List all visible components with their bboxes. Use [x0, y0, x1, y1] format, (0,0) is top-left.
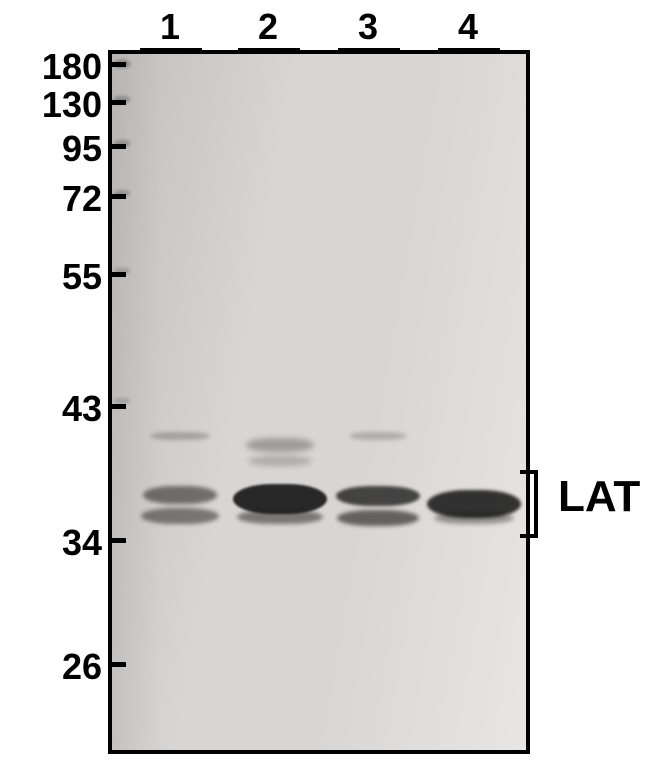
mw-tick	[108, 100, 126, 105]
lane-label-4: 4	[448, 6, 488, 48]
protein-bracket-bottom	[520, 534, 538, 538]
band-faint	[349, 432, 407, 440]
mw-tick	[108, 404, 126, 409]
band-faint	[248, 456, 312, 466]
band-main	[336, 486, 420, 506]
mw-label-26: 26	[62, 646, 102, 688]
band-faint	[150, 432, 210, 440]
lane-underline	[338, 48, 400, 51]
mw-tick	[108, 272, 126, 277]
mw-label-43: 43	[62, 388, 102, 430]
mw-tick	[108, 538, 126, 543]
mw-label-72: 72	[62, 178, 102, 220]
mw-tick	[108, 662, 126, 667]
lane-label-3: 3	[348, 6, 388, 48]
blot-membrane	[108, 50, 530, 754]
band-main	[434, 512, 514, 524]
protein-label: LAT	[558, 472, 640, 522]
mw-label-95: 95	[62, 128, 102, 170]
lane-underline	[238, 48, 300, 51]
lane-underline	[140, 48, 202, 51]
mw-tick	[108, 144, 126, 149]
protein-bracket-top	[520, 470, 538, 474]
lane-label-1: 1	[150, 6, 190, 48]
band-main	[237, 510, 323, 524]
lane-label-2: 2	[248, 6, 288, 48]
band-faint	[246, 438, 314, 452]
blot-shading	[112, 54, 526, 750]
mw-tick	[108, 62, 126, 67]
mw-tick	[108, 194, 126, 199]
lane-underline	[438, 48, 500, 51]
band-main	[143, 486, 217, 504]
band-main	[337, 510, 419, 526]
band-main	[141, 508, 219, 524]
protein-bracket	[534, 470, 538, 534]
mw-label-180: 180	[42, 46, 102, 88]
mw-label-34: 34	[62, 522, 102, 564]
mw-label-55: 55	[62, 256, 102, 298]
mw-label-130: 130	[42, 84, 102, 126]
